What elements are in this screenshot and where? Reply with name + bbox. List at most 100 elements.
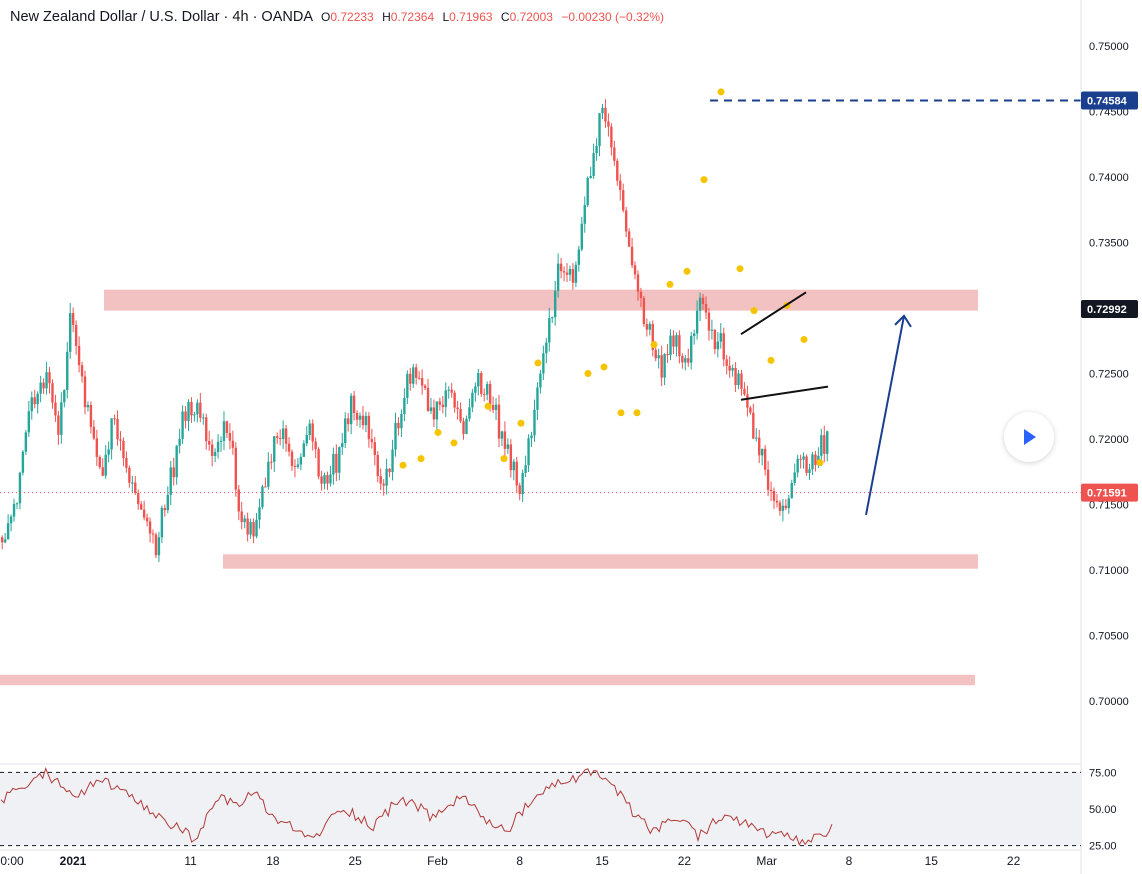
candle-body: [536, 387, 539, 410]
candle-body: [137, 492, 140, 505]
y-axis-tick-label: 0.70000: [1089, 696, 1129, 708]
crosshair-price-tag-bg: [1081, 300, 1138, 319]
candle-body: [166, 494, 169, 511]
candle-body: [326, 475, 329, 484]
signal-dot: [399, 461, 407, 469]
candle-body: [63, 389, 66, 403]
candle-body: [329, 474, 332, 484]
candle-body: [684, 358, 687, 363]
candle-body: [320, 476, 323, 484]
candle-body: [725, 359, 728, 366]
x-axis-tick-label: 22: [1007, 854, 1021, 868]
candle-body: [619, 180, 622, 191]
candle-body: [562, 271, 566, 273]
candle-body: [104, 454, 107, 476]
candle-body: [749, 407, 752, 413]
candle-body: [471, 392, 474, 408]
resistance-price-tag-bg: [1081, 91, 1138, 110]
candle-body: [116, 418, 119, 440]
candle-body: [9, 516, 13, 524]
candle-body: [642, 298, 646, 325]
candle-body: [237, 489, 240, 512]
y-axis-tick-label: 0.75000: [1089, 41, 1129, 53]
candle-body: [113, 418, 116, 420]
candle-body: [787, 498, 790, 509]
high-value: 0.72364: [390, 10, 435, 24]
candle-body: [438, 401, 442, 405]
candle-body: [477, 373, 480, 387]
candle-body: [406, 373, 409, 398]
candle-body: [249, 522, 252, 535]
candle-body: [533, 409, 536, 436]
candle-body: [784, 505, 788, 509]
candle-body: [394, 422, 397, 450]
candle-body: [225, 421, 229, 434]
candle-body: [731, 367, 734, 371]
forecast-arrow: [865, 315, 905, 516]
candle-body: [273, 436, 276, 462]
candle-body: [83, 376, 87, 408]
x-axis-tick-label: 25: [348, 854, 362, 868]
candle-body: [370, 439, 374, 443]
crosshair-price-tag: 0.72992: [1087, 304, 1127, 316]
candle-body: [346, 418, 350, 425]
candle-body: [187, 401, 190, 421]
candle-body: [148, 521, 152, 534]
candle-body: [704, 304, 708, 313]
candle-body: [27, 411, 31, 433]
candle-body: [284, 428, 288, 444]
y-axis-tick-label: 0.72000: [1089, 434, 1129, 446]
candle-body: [36, 393, 39, 405]
candle-body: [474, 386, 477, 393]
candle-body: [60, 402, 63, 435]
candle-body: [539, 373, 542, 388]
y-axis-tick-label: 0.71500: [1089, 500, 1129, 512]
candle-body: [101, 467, 104, 476]
forecast-arrow-head: [894, 314, 912, 328]
candle-body: [420, 378, 424, 386]
candle-body: [6, 523, 10, 540]
candle-body: [722, 333, 725, 360]
play-button[interactable]: [1004, 412, 1054, 462]
candle-body: [110, 418, 113, 450]
candle-body: [270, 461, 273, 463]
close-label: C: [500, 10, 510, 24]
candle-body: [589, 175, 592, 179]
candle-body: [184, 411, 187, 421]
candle-body: [314, 441, 317, 450]
candle-body: [89, 404, 93, 427]
candle-body: [524, 465, 527, 473]
candle-body: [805, 456, 808, 473]
candle-body: [205, 417, 208, 442]
candle-body: [639, 291, 643, 299]
candle-body: [802, 456, 805, 460]
signal-dot: [800, 335, 808, 343]
candle-body: [592, 153, 595, 176]
candle-body: [657, 355, 660, 359]
candle-body: [12, 504, 16, 517]
candle-body: [290, 451, 294, 466]
signal-dot: [700, 176, 708, 184]
candle-body: [814, 454, 817, 466]
candle-body: [373, 442, 376, 455]
candle-body: [391, 449, 394, 473]
candle-body: [361, 415, 365, 426]
candle-body: [409, 373, 412, 384]
candle-body: [344, 418, 347, 444]
candle-body: [465, 418, 468, 435]
candle-body: [376, 454, 379, 477]
candle-body: [459, 409, 462, 422]
candle-body: [811, 454, 814, 470]
candle-body: [228, 433, 232, 441]
candle-body: [261, 486, 264, 508]
candle-body: [175, 445, 178, 478]
candle-body: [675, 335, 678, 347]
resistance-price-tag: 0.74584: [1087, 95, 1128, 107]
candle-body: [548, 317, 551, 343]
candle-body: [595, 146, 598, 154]
candle-body: [429, 407, 433, 412]
candle-body: [645, 324, 649, 330]
candle-body: [80, 365, 84, 377]
